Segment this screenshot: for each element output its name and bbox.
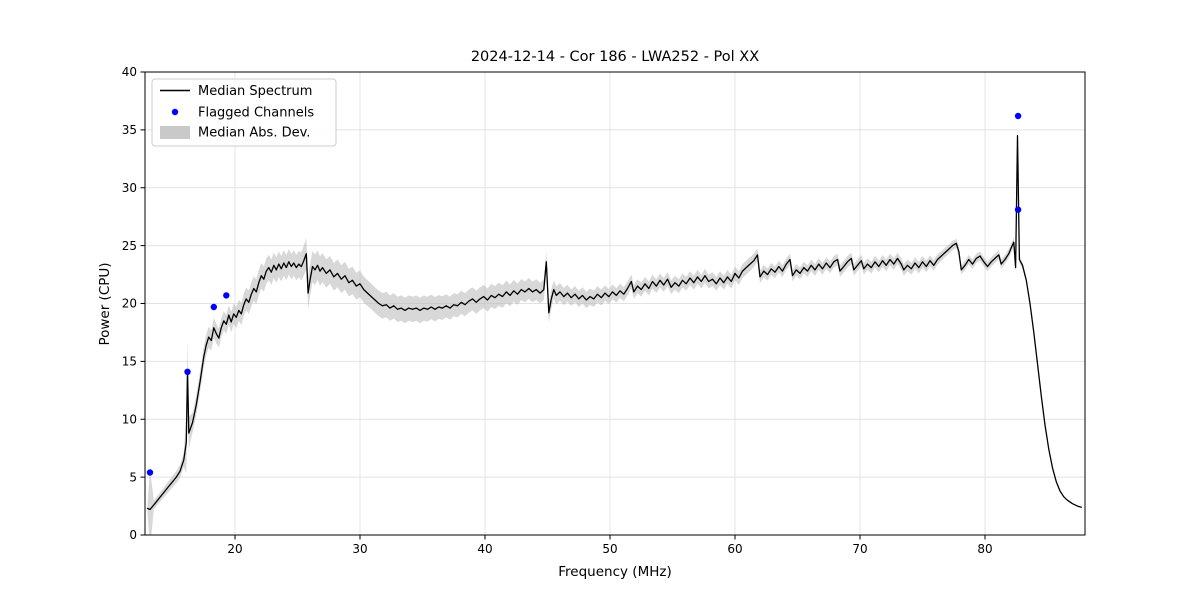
y-tick-label: 15	[122, 355, 137, 369]
legend: Median Spectrum Flagged Channels Median …	[151, 78, 337, 147]
x-tick-label: 80	[977, 542, 992, 556]
x-tick-label: 40	[477, 542, 492, 556]
mad-band-polygon	[147, 131, 1082, 535]
y-tick-label: 5	[129, 470, 137, 484]
x-tick-label: 60	[727, 542, 742, 556]
flagged-channel-point	[184, 368, 191, 375]
grid-lines	[145, 71, 1085, 536]
mad-legend-patch	[160, 126, 190, 139]
x-tick-label: 70	[852, 542, 867, 556]
flagged-channel-point	[223, 292, 230, 299]
y-tick-label: 20	[122, 297, 137, 311]
y-tick-label: 30	[122, 181, 137, 195]
x-tick-label: 20	[227, 542, 242, 556]
flagged-channel-point	[210, 303, 217, 311]
median-spectrum-line	[146, 135, 1082, 511]
y-tick-label: 35	[122, 123, 137, 137]
y-tick-label: 25	[122, 239, 137, 253]
y-axis-label: Power (CPU)	[97, 262, 113, 345]
legend-box	[151, 78, 337, 147]
tick-labels: 20 30 40 50 60 70 80 0 5 10 15 20 25 30 35 40	[122, 65, 993, 556]
y-tick-label: 40	[122, 65, 137, 79]
x-tick-label: 30	[352, 542, 367, 556]
legend-label-mad: Median Abs. Dev.	[198, 126, 310, 141]
flagged-channel-point	[1014, 112, 1022, 120]
flagged-channels-legend-dot	[171, 108, 179, 116]
mad-band	[147, 131, 1082, 535]
chart-title: 2024-12-14 - Cor 186 - LWA252 - Pol XX	[471, 49, 759, 65]
x-axis-label: Frequency (MHz)	[558, 564, 671, 580]
legend-label-median-spectrum: Median Spectrum	[198, 84, 312, 99]
y-tick-label: 10	[122, 412, 137, 426]
flagged-channel-point	[1014, 206, 1022, 213]
legend-label-flagged-channels: Flagged Channels	[198, 106, 314, 121]
flagged-channels-points	[146, 112, 1022, 476]
median-spectrum-polyline	[146, 135, 1082, 511]
y-tick-label: 0	[129, 528, 137, 542]
flagged-channel-point	[146, 469, 154, 476]
x-tick-label: 50	[602, 542, 617, 556]
